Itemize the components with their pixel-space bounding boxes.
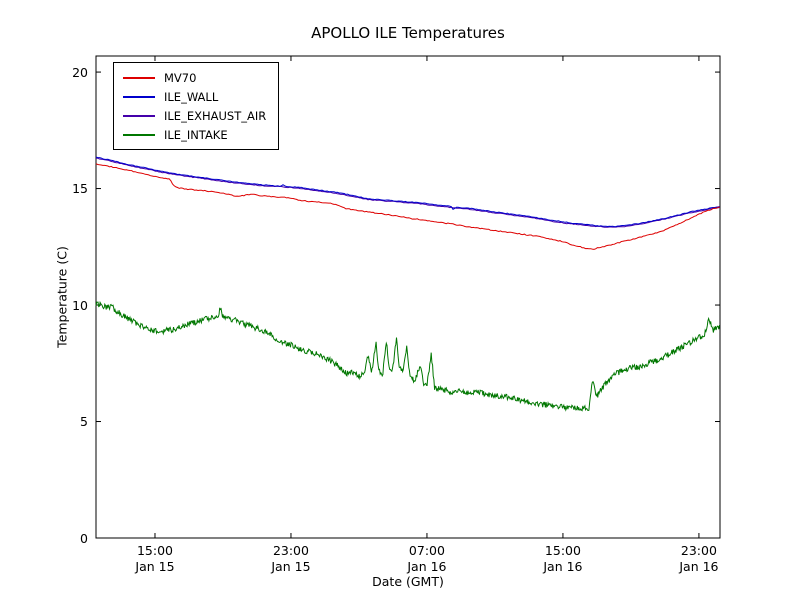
plot-border [95, 55, 721, 539]
y-tick-label: 15 [72, 181, 88, 197]
x-tick-label: 07:00 Jan 16 [407, 543, 447, 574]
series-line-ile_wall [95, 156, 720, 228]
legend-line-ile-wall [123, 95, 155, 98]
x-tick-label: 15:00 Jan 16 [543, 543, 583, 574]
legend-label: MV70 [164, 70, 197, 85]
x-tick-label: 23:00 Jan 16 [679, 543, 719, 574]
x-axis-label: Date (GMT) [372, 574, 444, 589]
legend-line-ile-exhaust-air [123, 114, 155, 117]
legend-label: ILE_INTAKE [164, 127, 228, 142]
series-line-ile_intake [95, 300, 720, 412]
legend: MV70 ILE_WALL ILE_EXHAUST_AIR ILE_INTAKE [113, 62, 280, 150]
legend-line-mv70 [123, 76, 155, 79]
x-tick-label: 15:00 Jan 15 [135, 543, 175, 574]
legend-item: ILE_EXHAUST_AIR [123, 106, 266, 125]
y-tick-label: 0 [80, 530, 88, 546]
legend-label: ILE_WALL [164, 89, 219, 104]
y-tick-label: 20 [72, 64, 88, 80]
series-line-ile_exhaust_air [95, 157, 721, 228]
y-tick-label: 10 [72, 297, 88, 313]
legend-item: MV70 [123, 68, 266, 87]
legend-label: ILE_EXHAUST_AIR [164, 108, 267, 123]
legend-line-ile-intake [123, 133, 155, 136]
legend-item: ILE_WALL [123, 87, 266, 106]
x-tick-label: 23:00 Jan 15 [271, 543, 311, 574]
y-tick-label: 5 [80, 414, 88, 430]
legend-item: ILE_INTAKE [123, 125, 266, 144]
series-line-mv70 [95, 163, 720, 250]
chart-title: APOLLO ILE Temperatures [311, 24, 505, 42]
